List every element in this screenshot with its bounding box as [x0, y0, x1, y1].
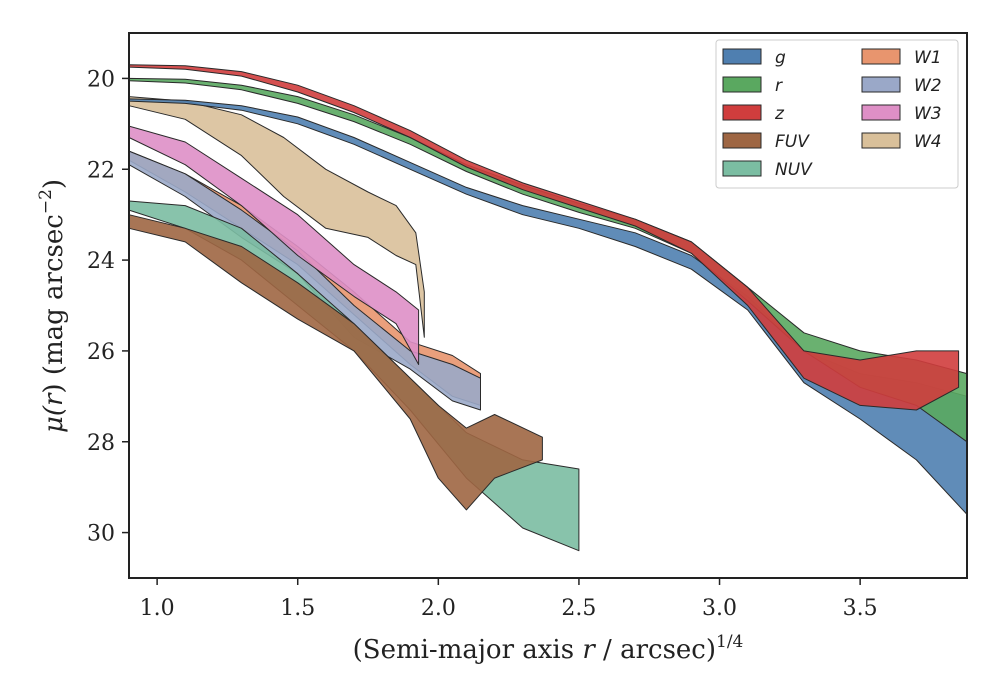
x-tick-label: 3.5 — [843, 596, 878, 621]
y-tick-label: 24 — [87, 249, 115, 274]
y-tick-label: 26 — [87, 340, 115, 365]
legend-swatch-w3 — [861, 104, 901, 121]
legend-label-g: g — [775, 48, 786, 68]
series-band-nuv — [128, 200, 580, 552]
legend-swatch-r — [722, 76, 762, 93]
legend: grz FUV NUV W1 W2 W3 W4 — [715, 39, 959, 189]
legend-swatch-w2 — [861, 76, 901, 93]
y-axis-ticks: 20 22 24 26 28 30 — [87, 67, 129, 547]
y-tick-label: 22 — [87, 158, 115, 183]
legend-label-w4: W4 — [914, 132, 942, 152]
y-tick-label: 28 — [87, 431, 115, 456]
series-band-w4 — [128, 96, 425, 338]
plot-frame — [128, 32, 968, 579]
x-axis-ticks: 1.0 1.5 2.0 2.5 3.0 3.5 — [140, 578, 878, 621]
x-tick-label: 2.0 — [421, 596, 456, 621]
x-tick-label: 2.5 — [561, 596, 596, 621]
x-tick-label: 3.0 — [702, 596, 737, 621]
legend-swatch-nuv — [722, 160, 762, 177]
x-tick-label: 1.5 — [280, 596, 315, 621]
legend-label-w1: W1 — [914, 48, 942, 68]
legend-swatch-fuv — [722, 132, 762, 149]
legend-label-z: z — [774, 104, 785, 124]
legend-swatch-g — [722, 48, 762, 65]
legend-label-nuv: NUV — [775, 160, 813, 180]
legend-swatch-w4 — [861, 132, 901, 149]
legend-label-w3: W3 — [914, 104, 942, 124]
legend-label-fuv: FUV — [775, 132, 810, 152]
y-tick-label: 30 — [87, 522, 115, 547]
legend-label-r: r — [775, 76, 783, 96]
series-band-z — [128, 64, 960, 411]
x-axis-label: (Semi-major axis r / arcsec)1/4 — [353, 632, 744, 665]
legend-label-w2: W2 — [914, 76, 942, 96]
y-tick-label: 20 — [87, 67, 115, 92]
y-axis-label: μ(r) (mag arcsec−2) — [36, 179, 69, 433]
series-band-w3 — [128, 125, 420, 365]
x-tick-label: 1.0 — [140, 596, 175, 621]
series-bands — [128, 64, 968, 552]
legend-swatch-z — [722, 104, 762, 121]
series-band-fuv — [128, 214, 543, 511]
legend-swatch-w1 — [861, 48, 901, 65]
